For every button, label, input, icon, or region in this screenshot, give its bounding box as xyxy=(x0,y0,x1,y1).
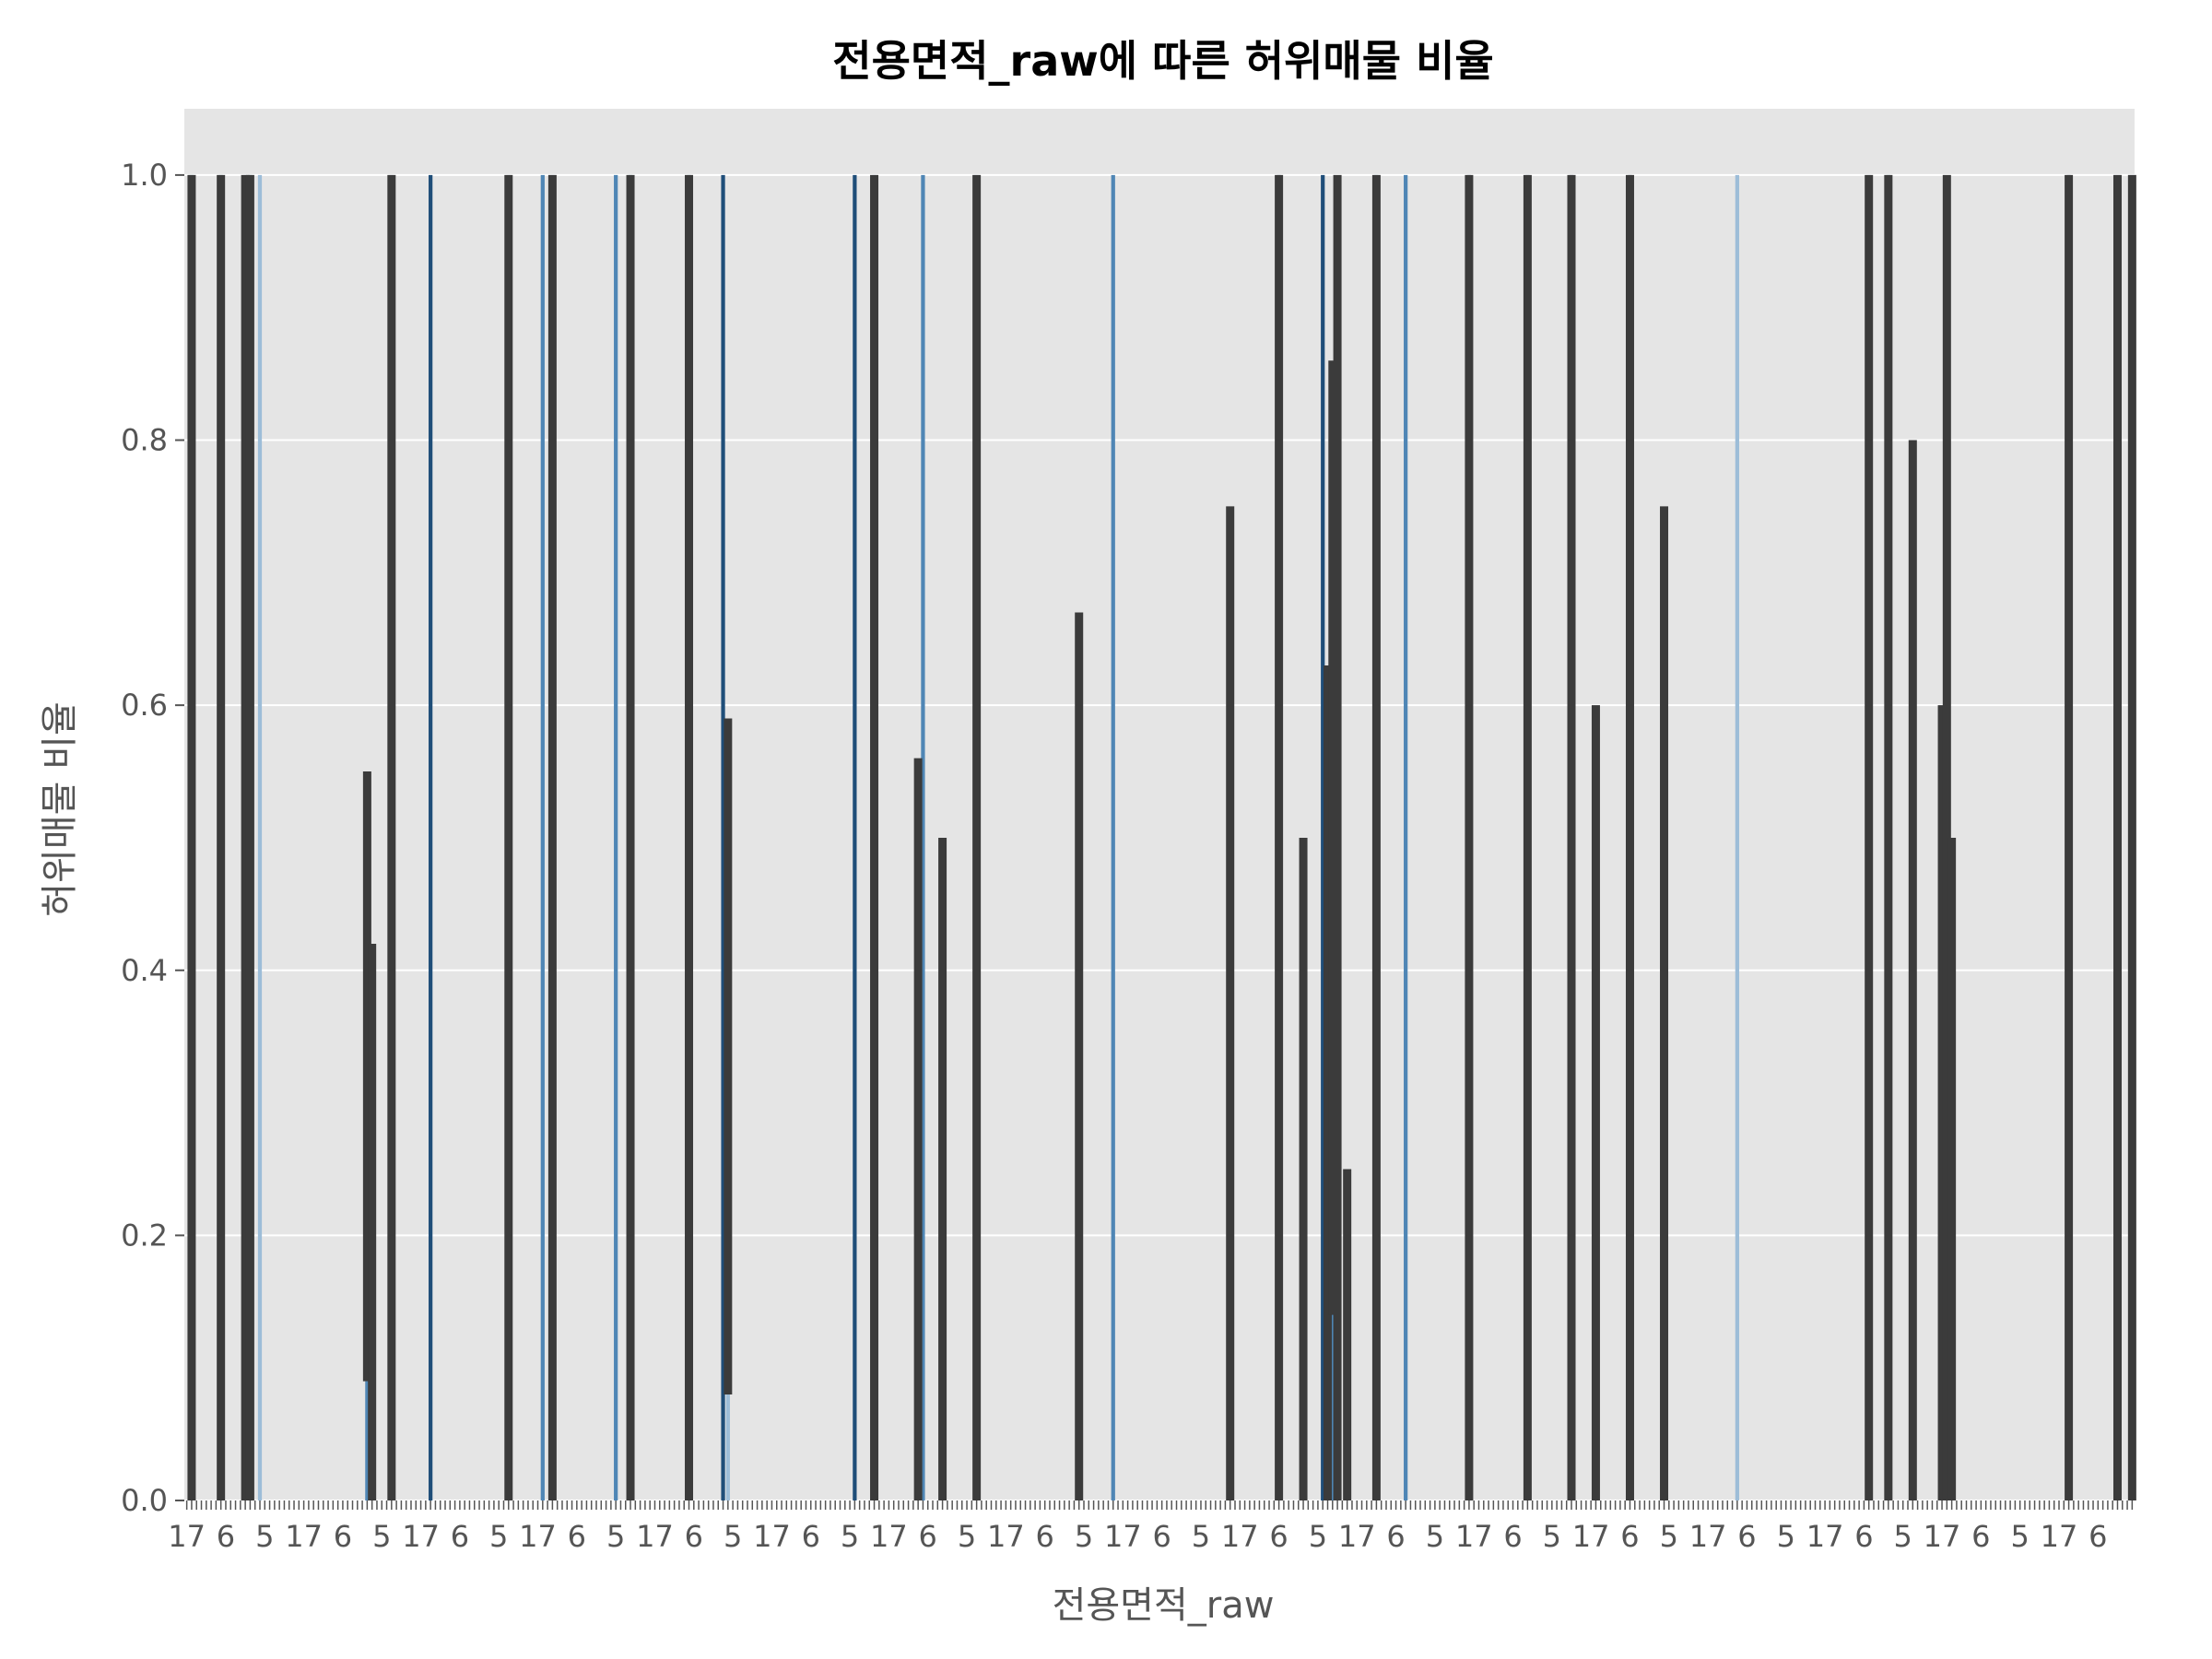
x-tick-label: 6 xyxy=(1386,1519,1405,1554)
x-tick-label: 17 xyxy=(168,1519,206,1554)
x-tick-label: 6 xyxy=(1152,1519,1171,1554)
bar xyxy=(1735,174,1739,1500)
x-tick-label: 17 xyxy=(2041,1519,2078,1554)
x-tick-label: 6 xyxy=(1503,1519,1522,1554)
x-tick-label: 5 xyxy=(1777,1519,1795,1554)
x-tick-label: 6 xyxy=(1971,1519,1990,1554)
x-tick-label: 17 xyxy=(1338,1519,1376,1554)
x-tick-label: 6 xyxy=(685,1519,703,1554)
x-tick-label: 6 xyxy=(568,1519,586,1554)
x-tick-label: 17 xyxy=(1221,1519,1259,1554)
x-tick-label: 17 xyxy=(1104,1519,1142,1554)
y-axis-label: 허위매물 비율 xyxy=(39,701,81,917)
x-tick-label: 6 xyxy=(334,1519,352,1554)
x-tick-label: 17 xyxy=(1572,1519,1610,1554)
x-tick-label: 6 xyxy=(1269,1519,1288,1554)
bar xyxy=(614,174,618,1500)
y-tick-label: 0.0 xyxy=(121,1483,168,1518)
x-tick-label: 5 xyxy=(255,1519,274,1554)
y-tick-label: 0.4 xyxy=(121,953,168,988)
y-tick-label: 0.2 xyxy=(121,1218,168,1253)
x-tick-label: 17 xyxy=(1455,1519,1493,1554)
x-tick-label: 5 xyxy=(2011,1519,2030,1554)
x-tick-label: 5 xyxy=(1426,1519,1444,1554)
x-tick-label: 6 xyxy=(1854,1519,1873,1554)
bar xyxy=(540,174,545,1500)
x-tick-label: 17 xyxy=(987,1519,1025,1554)
x-tick-label: 6 xyxy=(1737,1519,1756,1554)
bar xyxy=(429,174,433,1500)
x-tick-label: 6 xyxy=(2088,1519,2107,1554)
y-axis-ticks: 0.0 0.2 0.4 0.6 0.8 1.0 xyxy=(121,158,184,1518)
x-tick-label: 5 xyxy=(1894,1519,1912,1554)
x-tick-label: 5 xyxy=(841,1519,859,1554)
error-bars xyxy=(187,174,2136,1500)
bar xyxy=(1111,174,1115,1500)
x-tick-label: 5 xyxy=(1075,1519,1093,1554)
chart-title: 전용면적_raw에 따른 허위매물 비율 xyxy=(832,36,1493,86)
x-tick-label: 17 xyxy=(519,1519,557,1554)
x-tick-label: 5 xyxy=(958,1519,976,1554)
x-tick-label: 5 xyxy=(606,1519,625,1554)
x-axis-label: 전용면적_raw xyxy=(1053,1584,1275,1627)
y-tick-label: 0.6 xyxy=(121,688,168,723)
bar xyxy=(721,174,725,1500)
x-tick-label: 17 xyxy=(1924,1519,1961,1554)
x-tick-label: 6 xyxy=(1620,1519,1639,1554)
x-tick-label: 5 xyxy=(1309,1519,1327,1554)
x-tick-label: 6 xyxy=(802,1519,820,1554)
bar xyxy=(257,174,263,1500)
bar xyxy=(853,174,857,1500)
x-tick-label: 17 xyxy=(753,1519,791,1554)
x-tick-label: 6 xyxy=(1036,1519,1054,1554)
x-tick-label: 6 xyxy=(451,1519,469,1554)
x-tick-label: 6 xyxy=(919,1519,937,1554)
x-tick-label: 17 xyxy=(285,1519,323,1554)
x-tick-label: 5 xyxy=(724,1519,742,1554)
x-tick-label: 5 xyxy=(372,1519,391,1554)
x-tick-label: 5 xyxy=(1660,1519,1678,1554)
bar xyxy=(1404,174,1408,1500)
bar xyxy=(365,1381,370,1500)
bar xyxy=(1321,174,1325,1500)
x-tick-label: 5 xyxy=(1543,1519,1561,1554)
x-tick-label: 5 xyxy=(1192,1519,1210,1554)
plot-background xyxy=(184,109,2135,1500)
x-axis-ticks: 17 6 5 17 6 5 17 6 5 17 6 5 17 6 5 17 6 5 17 6 5 17 6 5 17 6 5 17 6 5… xyxy=(168,1500,2134,1554)
x-tick-label: 17 xyxy=(636,1519,674,1554)
x-tick-label: 5 xyxy=(489,1519,508,1554)
y-tick-label: 0.8 xyxy=(121,423,168,458)
bar xyxy=(921,174,925,1500)
x-tick-label: 17 xyxy=(402,1519,440,1554)
y-tick-label: 1.0 xyxy=(121,158,168,193)
x-tick-label: 6 xyxy=(217,1519,235,1554)
x-tick-label: 17 xyxy=(1689,1519,1727,1554)
x-tick-label: 17 xyxy=(870,1519,908,1554)
x-tick-label: 17 xyxy=(1806,1519,1844,1554)
